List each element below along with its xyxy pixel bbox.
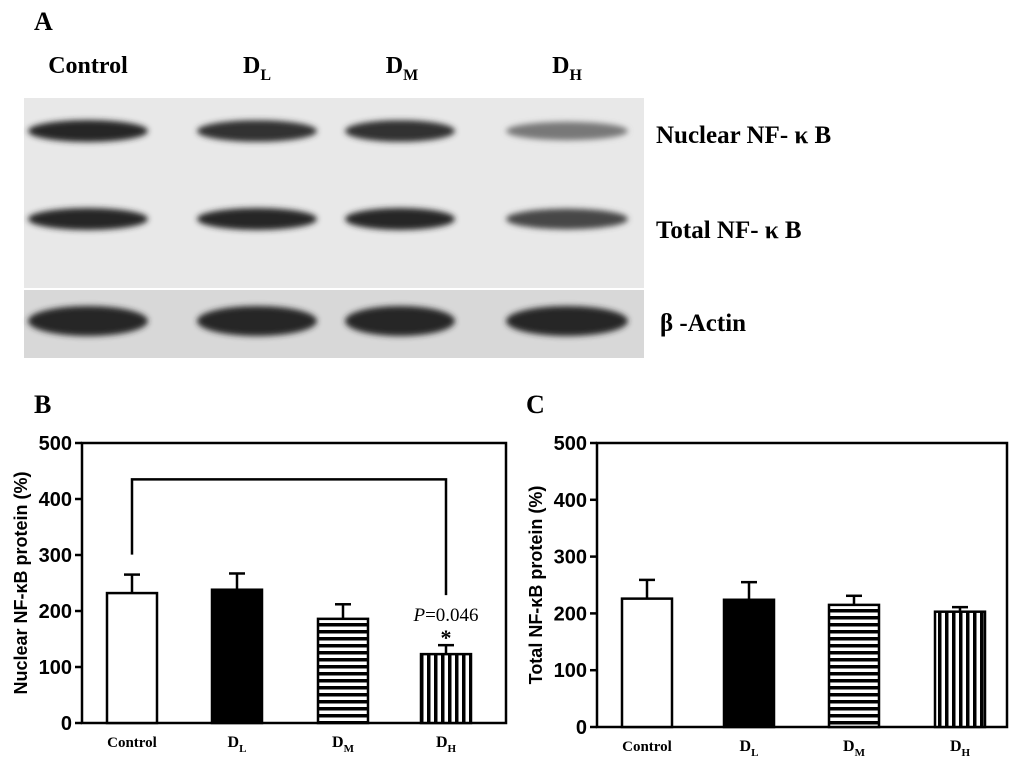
- y-axis-label: Total NF-κB protein (%): [526, 486, 546, 685]
- y-tick-label: 400: [39, 489, 72, 511]
- lane-label: Control: [48, 53, 128, 79]
- significance-bracket: [130, 478, 448, 596]
- blot-background: [24, 170, 644, 288]
- plot-frame: [595, 441, 1009, 729]
- blot-band: [506, 208, 628, 230]
- panel-a-label: A: [34, 7, 53, 36]
- bar: [210, 588, 264, 725]
- x-tick-label: DM: [332, 734, 355, 755]
- blot-band: [506, 306, 628, 336]
- lane-labels: Control DL DM DH: [48, 53, 582, 84]
- bar: [316, 617, 370, 725]
- y-tick-label: 0: [576, 717, 587, 739]
- blot-label: Nuclear NF- κ B: [656, 122, 831, 149]
- bar: [620, 597, 674, 729]
- y-tick-label: 0: [61, 713, 72, 735]
- bar: [419, 652, 473, 725]
- blot-band: [345, 120, 455, 142]
- blot-band: [506, 121, 628, 141]
- blot-band: [345, 306, 455, 336]
- panel-b-chart: B 0 100 200 300 400 500 Nuclear NF-κB protein …: [11, 390, 508, 755]
- y-tick-label: 200: [39, 601, 72, 623]
- blot-band: [28, 120, 148, 142]
- blot-label: Total NF- κ B: [656, 217, 802, 244]
- blot-label: β -Actin: [660, 310, 746, 337]
- x-tick-label: Control: [107, 735, 157, 751]
- x-tick-label: DL: [228, 734, 247, 755]
- blot-band: [28, 208, 148, 230]
- bar: [722, 598, 776, 729]
- panel-c-label: C: [526, 390, 545, 419]
- plot-frame: [80, 441, 508, 725]
- x-tick-label: DH: [436, 734, 457, 755]
- y-tick-label: 100: [554, 660, 587, 682]
- lane-label: DM: [386, 53, 418, 84]
- x-tick-label: DM: [843, 738, 866, 759]
- bar: [105, 591, 159, 725]
- x-tick-label: DL: [740, 738, 759, 759]
- y-tick-label: 300: [39, 545, 72, 567]
- y-tick-label: 500: [554, 433, 587, 455]
- lane-label: DL: [243, 53, 271, 84]
- blot-band: [345, 208, 455, 230]
- blot-images: [24, 98, 644, 358]
- p-value-label: P=0.046: [412, 605, 478, 626]
- panel-c-chart: C 0 100 200 300 400 500 Total NF-κB protein (%…: [526, 390, 1009, 759]
- blot-labels: Nuclear NF- κ B Total NF- κ B β -Actin: [656, 122, 831, 337]
- blot-band: [197, 120, 317, 142]
- blot-band: [197, 208, 317, 230]
- y-tick-label: 400: [554, 490, 587, 512]
- significance-star: *: [441, 625, 452, 650]
- lane-label: DH: [552, 53, 582, 84]
- panel-b-label: B: [34, 390, 51, 419]
- panel-a: A Control DL DM DH Nuclear NF- κ B Total NF-…: [24, 7, 831, 358]
- y-tick-label: 100: [39, 657, 72, 679]
- x-tick-label: DH: [950, 738, 971, 759]
- y-axis-label: Nuclear NF-κB protein (%): [11, 471, 31, 694]
- x-tick-label: Control: [622, 739, 672, 755]
- y-tick-label: 500: [39, 433, 72, 455]
- blot-band: [197, 306, 317, 336]
- blot-band: [28, 306, 148, 336]
- bar: [827, 603, 881, 729]
- y-tick-label: 200: [554, 603, 587, 625]
- y-tick-label: 300: [554, 547, 587, 569]
- bar: [933, 610, 987, 729]
